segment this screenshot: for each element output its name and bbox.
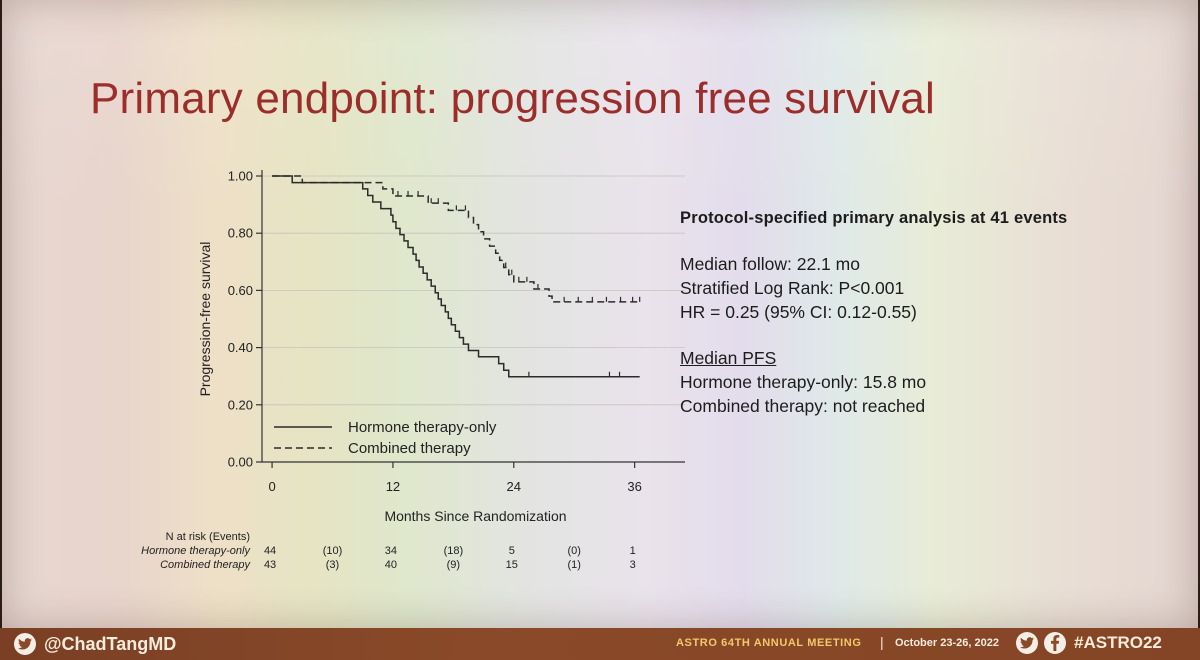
footer-separator: | bbox=[880, 634, 884, 650]
risk-at-risk-value: 40 bbox=[385, 559, 397, 571]
km-curve-combined-therapy bbox=[272, 175, 640, 303]
risk-row-label: Combined therapy bbox=[160, 559, 251, 571]
hazard-ratio-text: HR = 0.25 (95% CI: 0.12-0.55) bbox=[680, 302, 917, 322]
twitter-handle: @ChadTangMD bbox=[44, 633, 177, 654]
risk-event-count: (18) bbox=[444, 545, 464, 557]
risk-event-count: (10) bbox=[323, 545, 343, 557]
combined-pfs-text: Combined therapy: not reached bbox=[680, 396, 926, 416]
log-rank-text: Stratified Log Rank: P<0.001 bbox=[680, 278, 905, 298]
y-tick-label: 0.80 bbox=[228, 226, 253, 241]
median-pfs-heading: Median PFS bbox=[680, 348, 777, 368]
risk-table-header: N at risk (Events) bbox=[166, 531, 250, 543]
facebook-icon[interactable] bbox=[1044, 632, 1066, 654]
y-tick-label: 1.00 bbox=[228, 169, 253, 184]
x-tick-label: 36 bbox=[627, 479, 641, 494]
risk-event-count: (0) bbox=[567, 545, 580, 557]
slide-footer: @ChadTangMD ASTRO 64TH ANNUAL MEETING | … bbox=[0, 628, 1200, 660]
risk-at-risk-value: 3 bbox=[630, 559, 636, 571]
x-tick-label: 24 bbox=[507, 479, 521, 494]
y-tick-label: 0.60 bbox=[228, 283, 253, 298]
twitter-icon bbox=[14, 633, 36, 655]
twitter-icon[interactable] bbox=[1016, 632, 1038, 654]
x-axis-title: Months Since Randomization bbox=[384, 508, 566, 524]
analysis-heading: Protocol-specified primary analysis at 4… bbox=[680, 209, 1068, 227]
risk-at-risk-value: 43 bbox=[264, 559, 276, 571]
y-tick-label: 0.20 bbox=[228, 397, 253, 412]
x-tick-label: 0 bbox=[268, 479, 275, 494]
risk-at-risk-value: 44 bbox=[264, 545, 276, 557]
stats-panel: Protocol-specified primary analysis at 4… bbox=[680, 206, 1160, 418]
risk-at-risk-value: 15 bbox=[506, 559, 518, 571]
risk-at-risk-value: 34 bbox=[385, 545, 397, 557]
y-tick-label: 0.40 bbox=[228, 340, 253, 355]
legend-label: Combined therapy bbox=[348, 440, 471, 457]
twitter-handle-group[interactable]: @ChadTangMD bbox=[14, 632, 176, 656]
risk-event-count: (1) bbox=[567, 559, 580, 571]
legend-label: Hormone therapy-only bbox=[348, 419, 497, 436]
slide-title: Primary endpoint: progression free survi… bbox=[90, 74, 935, 123]
risk-event-count: (9) bbox=[447, 559, 460, 571]
median-follow-text: Median follow: 22.1 mo bbox=[680, 254, 860, 274]
social-icons bbox=[1016, 632, 1066, 654]
meeting-dates: October 23-26, 2022 bbox=[895, 637, 999, 649]
hormone-pfs-text: Hormone therapy-only: 15.8 mo bbox=[680, 372, 927, 392]
meeting-name: ASTRO 64TH ANNUAL MEETING bbox=[676, 637, 862, 649]
hashtag: #ASTRO22 bbox=[1074, 633, 1162, 652]
x-tick-label: 12 bbox=[386, 479, 400, 494]
presentation-slide: Primary endpoint: progression free survi… bbox=[2, 0, 1198, 628]
y-axis-title: Progression-free survival bbox=[197, 242, 213, 397]
km-curve-hormone-therapy-only bbox=[272, 175, 640, 378]
risk-event-count: (3) bbox=[326, 559, 339, 571]
y-tick-label: 0.00 bbox=[228, 455, 253, 470]
kaplan-meier-chart: 1.00 0.80 0.60 0.40 0.20 0.00 0 12 24 36 Months Si… bbox=[141, 169, 685, 571]
risk-at-risk-value: 1 bbox=[630, 545, 636, 557]
risk-at-risk-value: 5 bbox=[509, 545, 515, 557]
risk-row-label: Hormone therapy-only bbox=[141, 545, 251, 557]
